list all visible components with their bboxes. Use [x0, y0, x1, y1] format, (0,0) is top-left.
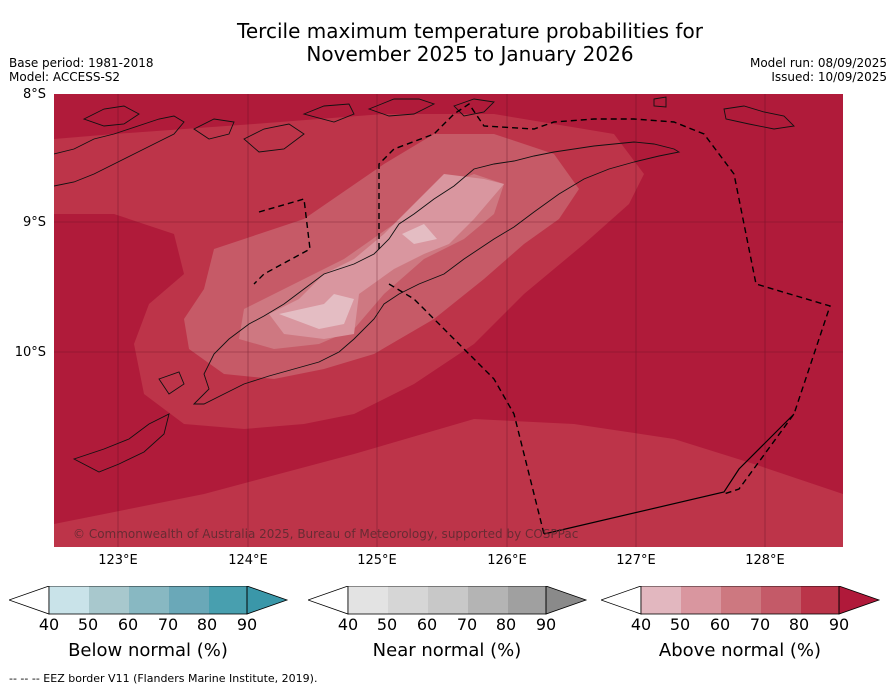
title-line-1: Tercile maximum temperature probabilitie…	[237, 19, 703, 43]
eez-border-solid	[543, 413, 795, 535]
cb2-tick-60: 60	[416, 615, 438, 634]
title-line-2: November 2025 to January 2026	[306, 42, 634, 66]
cb1-tick-50: 50	[77, 615, 99, 634]
cb3-tick-70: 70	[749, 615, 771, 634]
cb1-tick-70: 70	[157, 615, 179, 634]
cb2-tick-50: 50	[376, 615, 398, 634]
eez-border	[253, 103, 831, 535]
cb2-tick-90: 90	[535, 615, 557, 634]
probability-band-40	[279, 294, 354, 329]
cb3-tick-50: 50	[669, 615, 691, 634]
cb2-tick-40: 40	[337, 615, 359, 634]
cb3-tick-80: 80	[788, 615, 810, 634]
gridlines	[54, 94, 843, 547]
lon-label-128e: 128°E	[745, 553, 785, 568]
copyright-notice: © Commonwealth of Australia 2025, Bureau…	[73, 527, 579, 541]
base-period: Base period: 1981-2018	[9, 56, 154, 70]
model-name: Model: ACCESS-S2	[9, 70, 121, 84]
cb1-tick-40: 40	[38, 615, 60, 634]
cb1-tick-80: 80	[196, 615, 218, 634]
probability-band-50	[269, 174, 504, 339]
cb1-label: Below normal (%)	[68, 640, 228, 661]
lon-label-127e: 127°E	[616, 553, 656, 568]
cb3-tick-40: 40	[630, 615, 652, 634]
cb3-tick-60: 60	[709, 615, 731, 634]
lon-label-126e: 126°E	[487, 553, 527, 568]
map-title: Tercile maximum temperature probabilitie…	[0, 20, 896, 66]
cb2-tick-80: 80	[495, 615, 517, 634]
model-run: Model run: 08/09/2025	[749, 56, 887, 70]
lat-label-10s: 10°S	[14, 345, 46, 360]
cb2-label: Near normal (%)	[372, 640, 522, 661]
issued-date: Issued: 10/09/2025	[771, 70, 887, 84]
lat-label-8s: 8°S	[22, 87, 46, 102]
lon-label-125e: 125°E	[357, 553, 397, 568]
model-info: Base period: 1981-2018 Model: ACCESS-S2	[9, 56, 154, 84]
lon-label-123e: 123°E	[98, 553, 138, 568]
cb2-tick-70: 70	[456, 615, 478, 634]
colorbar-below-normal	[9, 586, 289, 615]
cb1-tick-90: 90	[236, 615, 258, 634]
coastlines	[54, 96, 795, 473]
probability-band-80-south	[54, 419, 843, 547]
cb3-label: Above normal (%)	[658, 640, 822, 661]
probability-band-40-east	[402, 224, 437, 244]
lat-label-9s: 9°S	[22, 215, 46, 230]
lon-label-124e: 124°E	[228, 553, 268, 568]
colorbar-above-normal	[601, 586, 881, 615]
run-info: Model run: 08/09/2025 Issued: 10/09/2025	[750, 56, 887, 84]
colorbar-near-normal	[308, 586, 588, 615]
cb3-tick-90: 90	[828, 615, 850, 634]
cb1-tick-60: 60	[117, 615, 139, 634]
probability-map	[54, 94, 843, 547]
eez-legend-note: -- -- -- EEZ border V11 (Flanders Marine…	[9, 672, 318, 685]
